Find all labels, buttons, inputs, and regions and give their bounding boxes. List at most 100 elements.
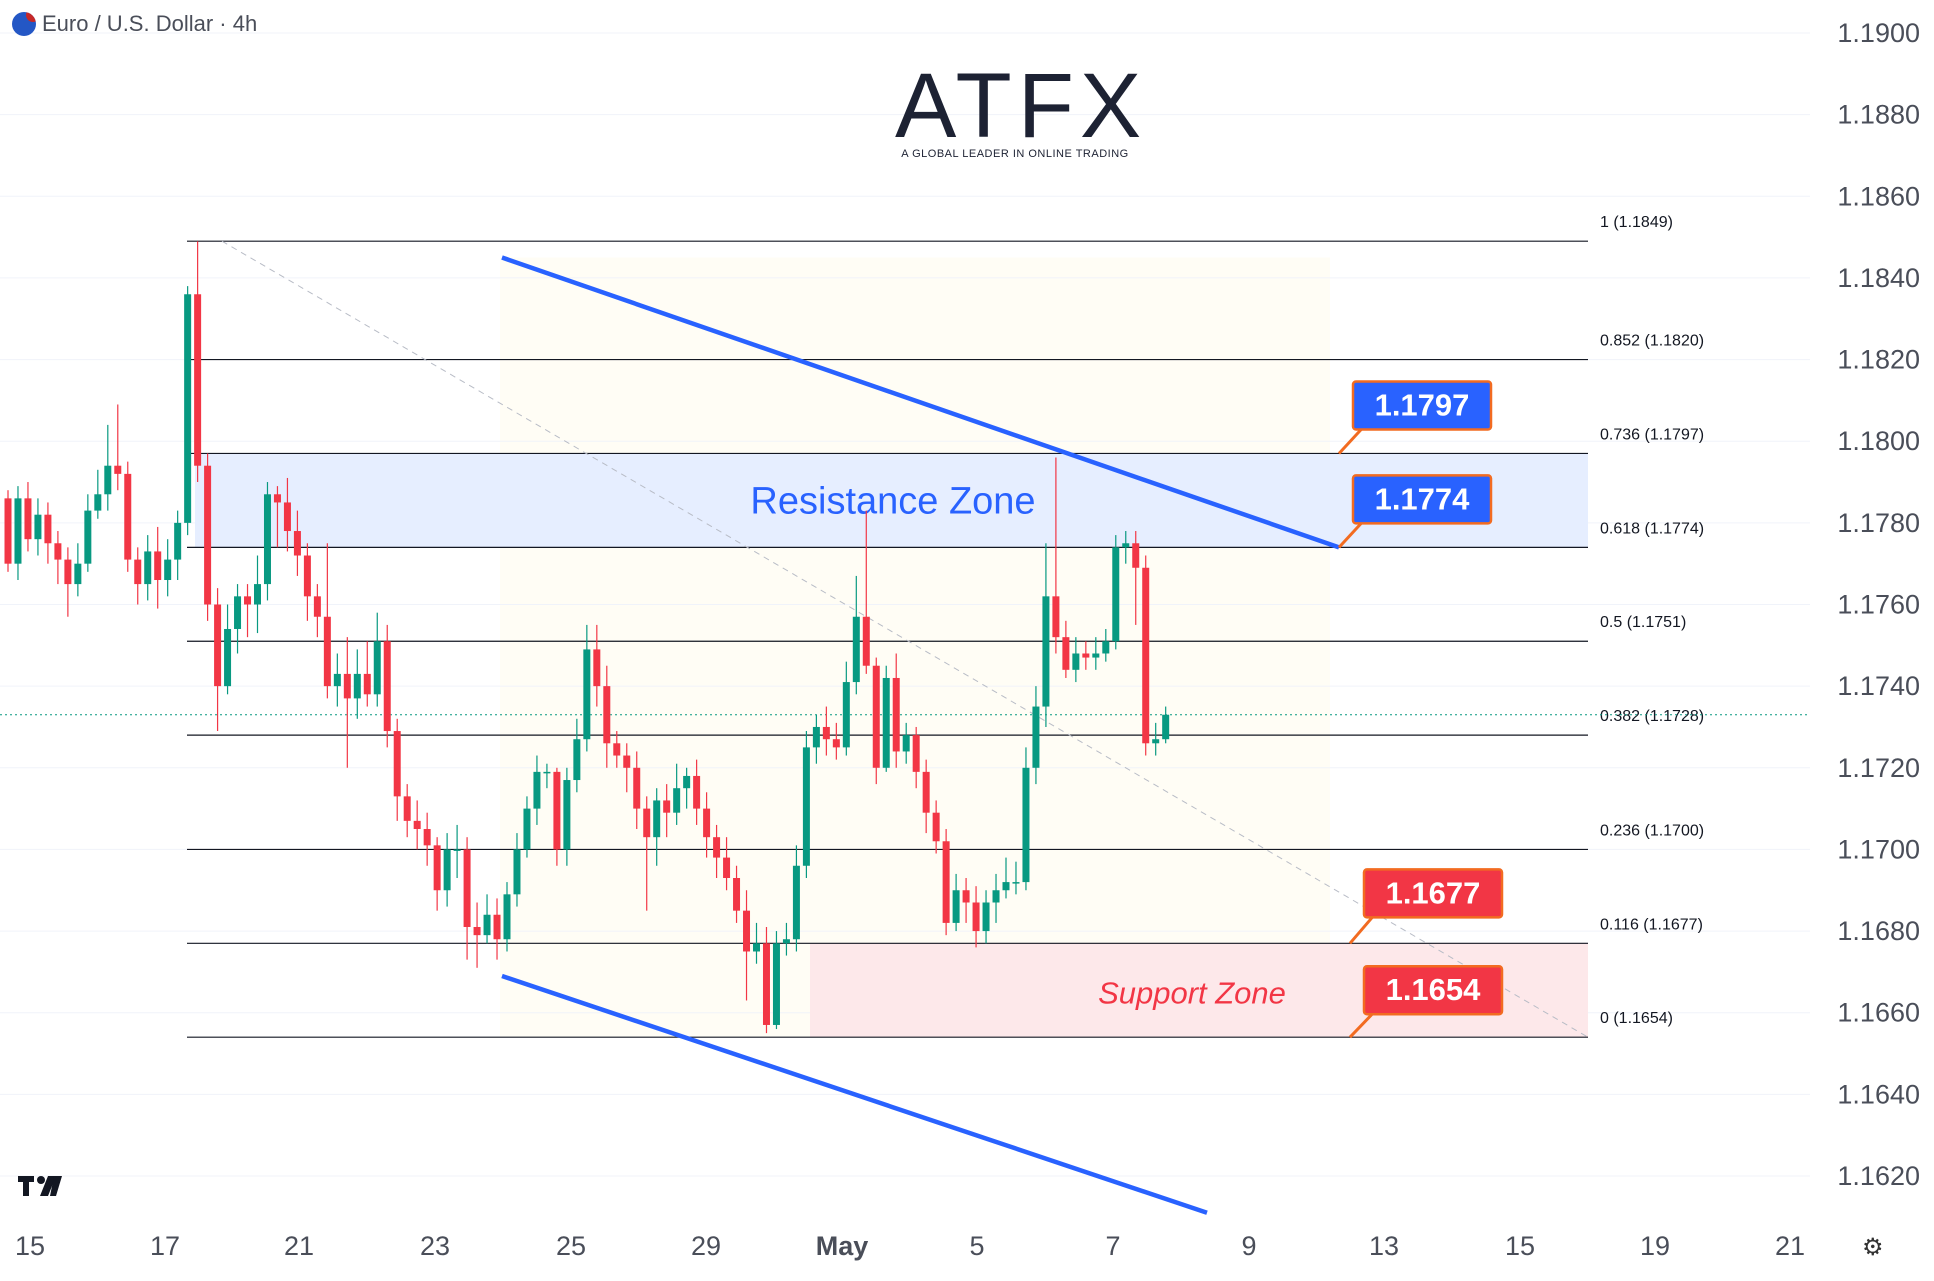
candle (134, 559, 142, 585)
y-tick-label: 1.1880 (1837, 100, 1920, 130)
x-tick-label: 7 (1105, 1231, 1120, 1261)
candle (872, 665, 880, 768)
candle (473, 926, 481, 936)
candle (852, 616, 860, 683)
candle (643, 808, 651, 838)
y-tick-label: 1.1680 (1837, 916, 1920, 946)
tradingview-logo-icon[interactable] (18, 1173, 66, 1199)
candle (303, 555, 311, 597)
candle (333, 673, 341, 687)
x-tick-label: 17 (150, 1231, 180, 1261)
candle (842, 682, 850, 748)
candle (693, 775, 701, 809)
callout-box (1362, 964, 1504, 1016)
y-tick-label: 1.1700 (1837, 834, 1920, 864)
y-tick-label: 1.1900 (1837, 18, 1920, 48)
fib-label: 0.618 (1.1774) (1600, 520, 1704, 537)
candle (94, 494, 102, 511)
x-tick-label: 13 (1369, 1231, 1399, 1261)
candle (114, 465, 122, 474)
candle (713, 837, 721, 858)
symbol-title[interactable]: Euro / U.S. Dollar · 4h (12, 9, 257, 39)
candle (4, 498, 12, 564)
price-callout: 1.1654 (1348, 964, 1504, 1039)
candle (204, 465, 212, 605)
candle (214, 604, 222, 687)
channel-upper-line (501, 255, 1340, 550)
candle (1132, 543, 1140, 568)
candle (862, 616, 870, 666)
candle (283, 502, 291, 532)
candle (922, 771, 930, 813)
candle (154, 551, 162, 581)
x-tick-label: 15 (1505, 1231, 1535, 1261)
candle (453, 849, 461, 851)
candle (762, 943, 770, 1025)
candle (623, 755, 631, 768)
candle (673, 788, 681, 813)
candle (962, 890, 970, 903)
channel-lower-line (501, 973, 1208, 1215)
candle (952, 890, 960, 923)
candle (403, 796, 411, 821)
candle (174, 522, 182, 560)
candle (1072, 653, 1080, 670)
candle (822, 726, 830, 740)
x-tick-label: 15 (15, 1231, 45, 1261)
candle (194, 294, 202, 466)
y-tick-label: 1.1660 (1837, 998, 1920, 1028)
candle (992, 890, 1000, 903)
candle (1012, 882, 1020, 884)
candle (1032, 706, 1040, 768)
candle (244, 596, 252, 605)
candle (513, 849, 521, 895)
candle (263, 494, 271, 585)
candle (383, 641, 391, 732)
candle (663, 800, 671, 813)
price-callout: 1.1797 (1337, 380, 1493, 455)
x-tick-label: 25 (556, 1231, 586, 1261)
candle (224, 628, 232, 687)
callout-price: 1.1654 (1386, 972, 1482, 1007)
candle (1022, 767, 1030, 883)
fib-label: 0.236 (1.1700) (1600, 822, 1704, 839)
candle (1082, 653, 1090, 658)
fib-label: 0.5 (1.1751) (1600, 614, 1686, 631)
callout-price: 1.1677 (1386, 875, 1481, 910)
support-zone-label: Support Zone (1098, 975, 1286, 1010)
candle (463, 849, 471, 927)
candle (164, 559, 172, 581)
candle (573, 739, 581, 781)
candle (34, 514, 42, 540)
x-tick-label: 23 (420, 1231, 450, 1261)
y-tick-label: 1.1720 (1837, 753, 1920, 783)
fib-label: 0.116 (1.1677) (1600, 916, 1703, 933)
callout-pointer (1348, 914, 1376, 945)
candle (1002, 882, 1010, 891)
candle (393, 731, 401, 797)
x-tick-label: 19 (1640, 1231, 1670, 1261)
callout-pointer (1348, 1011, 1376, 1039)
resistance-zone-label: Resistance Zone (750, 480, 1035, 522)
candle (1042, 596, 1050, 707)
candle (144, 551, 152, 585)
price-callout: 1.1677 (1348, 868, 1504, 945)
candle (84, 510, 92, 564)
candle (124, 473, 132, 560)
candle (14, 498, 22, 564)
candle (373, 641, 381, 695)
candle (583, 649, 591, 740)
gear-icon[interactable]: ⚙ (1862, 1234, 1884, 1261)
candle (1062, 637, 1070, 670)
candle (603, 686, 611, 744)
candle (982, 902, 990, 932)
candle (24, 498, 32, 540)
candle (543, 771, 551, 774)
candle (1142, 567, 1150, 744)
y-tick-label: 1.1640 (1837, 1079, 1920, 1109)
fib-label: 1 (1.1849) (1600, 214, 1673, 231)
candle (812, 726, 820, 748)
logo-tagline: A GLOBAL LEADER IN ONLINE TRADING (901, 148, 1129, 160)
logo-text: ATFX (895, 55, 1148, 157)
